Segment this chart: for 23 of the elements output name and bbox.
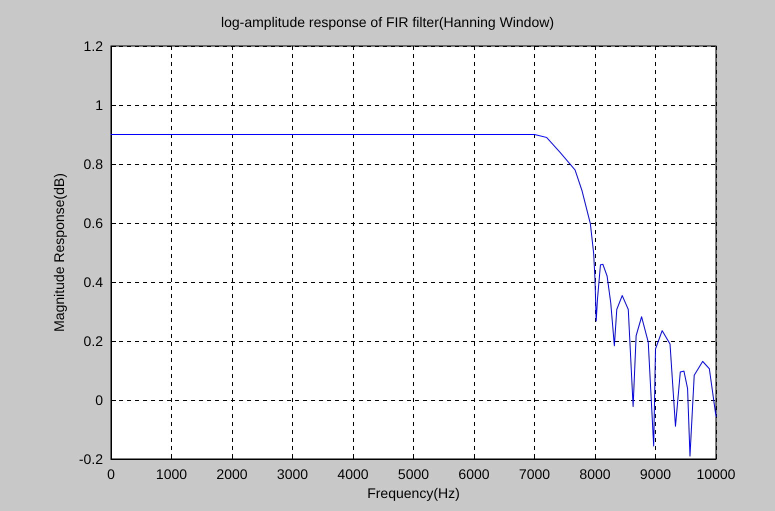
x-tick-label: 3000 xyxy=(276,466,308,482)
y-axis-title: Magnitude Response(dB) xyxy=(51,173,67,332)
y-tick-label: 0.4 xyxy=(84,274,104,290)
y-tick-label: -0.2 xyxy=(78,451,104,467)
x-tick-label: 4000 xyxy=(337,466,369,482)
y-tick-label: 0.6 xyxy=(84,215,104,231)
line-series xyxy=(110,134,716,457)
y-tick-label: 0.2 xyxy=(84,333,104,349)
chart-title: log-amplitude response of FIR filter(Hanning Window) xyxy=(220,14,554,30)
x-tick-label: 10000 xyxy=(696,466,736,482)
x-tick-label: 2000 xyxy=(216,466,248,482)
x-tick-label: 8000 xyxy=(579,466,611,482)
x-axis-title: Frequency(Hz) xyxy=(367,484,460,501)
x-tick-label: 5000 xyxy=(398,466,430,482)
x-tick-label: 0 xyxy=(107,466,116,482)
y-tick-label: 1.2 xyxy=(84,38,104,54)
x-tick-label: 7000 xyxy=(518,466,550,482)
x-tick-label: 1000 xyxy=(156,466,188,482)
y-tick-label: 1 xyxy=(95,97,104,113)
x-tick-label: 9000 xyxy=(640,466,672,482)
x-tick-label: 6000 xyxy=(458,466,490,482)
y-tick-label: 0 xyxy=(95,392,104,408)
y-tick-label: 0.8 xyxy=(84,156,104,172)
